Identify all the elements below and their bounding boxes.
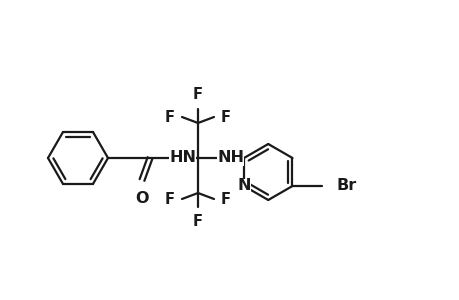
Text: Br: Br xyxy=(336,178,356,194)
Text: F: F xyxy=(193,214,202,229)
Text: F: F xyxy=(220,110,230,124)
Text: N: N xyxy=(237,178,250,194)
Text: F: F xyxy=(193,87,202,102)
Text: HN: HN xyxy=(169,151,196,166)
Text: F: F xyxy=(220,191,230,206)
Text: F: F xyxy=(165,110,174,124)
Text: F: F xyxy=(165,191,174,206)
Text: O: O xyxy=(135,191,148,206)
Text: NH: NH xyxy=(217,151,244,166)
